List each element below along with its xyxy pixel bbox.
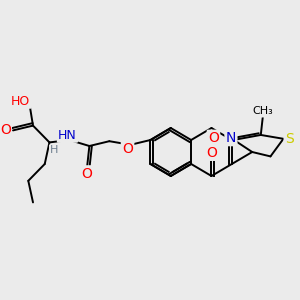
Text: CH₃: CH₃: [252, 106, 273, 116]
Text: N: N: [226, 131, 236, 145]
Text: HO: HO: [11, 94, 30, 107]
Text: S: S: [285, 132, 294, 146]
Text: O: O: [206, 146, 217, 160]
Text: O: O: [0, 123, 11, 137]
Text: O: O: [208, 131, 219, 145]
Text: HN: HN: [58, 128, 77, 142]
Text: H: H: [50, 146, 58, 155]
Text: O: O: [122, 142, 133, 156]
Text: O: O: [82, 167, 92, 181]
